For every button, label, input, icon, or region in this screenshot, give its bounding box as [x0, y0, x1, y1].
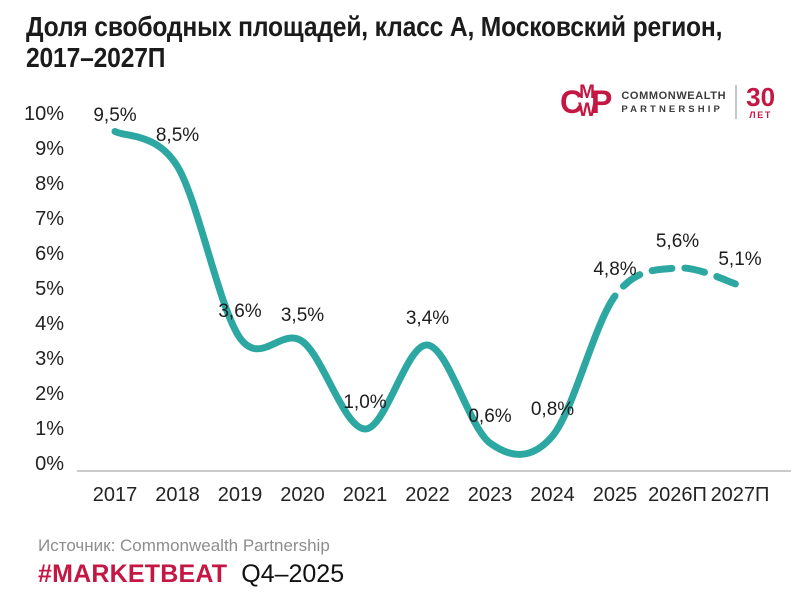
title-line-2: 2017–2027П: [26, 42, 166, 73]
data-label: 1,0%: [343, 392, 387, 413]
data-label: 5,1%: [718, 248, 762, 270]
data-label: 0,6%: [468, 406, 512, 427]
anniversary-unit: ЛЕТ: [749, 110, 772, 120]
monogram-letter-c: C: [560, 84, 584, 120]
anniversary-number: 30: [746, 82, 776, 112]
x-axis-tick: 2021: [342, 484, 388, 506]
vacancy-line-forecast-dashed: [611, 264, 744, 300]
page-title: Доля свободных площадей, класс А, Москов…: [26, 11, 801, 73]
data-label: 5,6%: [655, 231, 700, 252]
report-footer: #MARKETBEAT Q4–2025: [38, 560, 344, 589]
data-label: 3,5%: [280, 304, 325, 326]
cmwp-logo: C M W P COMMONWEALTH PARTNERSHIP 30 ЛЕТ: [560, 82, 775, 122]
cmwp-monogram-icon: C M W P: [560, 82, 613, 121]
company-name-line-2: PARTNERSHIP: [621, 103, 723, 115]
y-axis-tick: 1%: [35, 418, 64, 440]
x-axis-tick: 2019: [217, 484, 263, 506]
x-axis-tick: 2026П: [648, 484, 707, 506]
y-axis-tick: 0%: [35, 453, 64, 475]
data-label: 8,5%: [155, 124, 200, 146]
x-axis-tick: 2023: [467, 484, 513, 506]
x-axis-tick: 2017: [92, 484, 138, 506]
report-period: Q4–2025: [241, 560, 345, 588]
data-label: 0,8%: [530, 399, 575, 420]
title-line-1: Доля свободных площадей, класс А, Москов…: [26, 11, 723, 42]
y-axis-tick: 2%: [35, 383, 64, 405]
y-axis-tick: 3%: [35, 348, 64, 370]
y-axis-tick: 5%: [35, 278, 64, 300]
x-axis-tick: 2024: [530, 484, 575, 506]
y-axis-tick: 9%: [35, 138, 64, 160]
monogram-letters-mw: M W: [578, 82, 597, 121]
data-label: 3,4%: [405, 308, 450, 329]
source-note: Источник: Commonwealth Partnership: [38, 536, 330, 555]
vacancy-line-actual: [111, 128, 619, 458]
x-axis-tick: 2027П: [710, 484, 770, 506]
monogram-letter-p: P: [591, 84, 613, 120]
x-axis-tick: 2018: [155, 484, 200, 506]
monogram-letter-m: M: [579, 82, 595, 103]
anniversary-badge: 30 ЛЕТ: [746, 84, 775, 120]
data-label: 4,8%: [593, 259, 637, 280]
y-axis-tick: 6%: [35, 243, 64, 265]
logo-divider: [735, 85, 738, 119]
x-axis-tick: 2025: [592, 484, 638, 506]
company-name: COMMONWEALTH PARTNERSHIP: [621, 90, 726, 115]
data-label: 9,5%: [93, 104, 137, 126]
company-name-line-1: COMMONWEALTH: [621, 89, 727, 102]
data-label: 3,6%: [218, 301, 262, 322]
y-axis-tick: 7%: [35, 208, 64, 230]
x-axis-tick: 2022: [405, 484, 450, 506]
marketbeat-hashtag: #MARKETBEAT: [38, 560, 228, 588]
monogram-letter-w: W: [578, 100, 597, 121]
y-axis-tick: 4%: [35, 313, 64, 335]
y-axis-tick: 10%: [23, 103, 64, 125]
x-axis-tick: 2020: [280, 484, 325, 506]
y-axis-tick: 8%: [35, 173, 64, 195]
